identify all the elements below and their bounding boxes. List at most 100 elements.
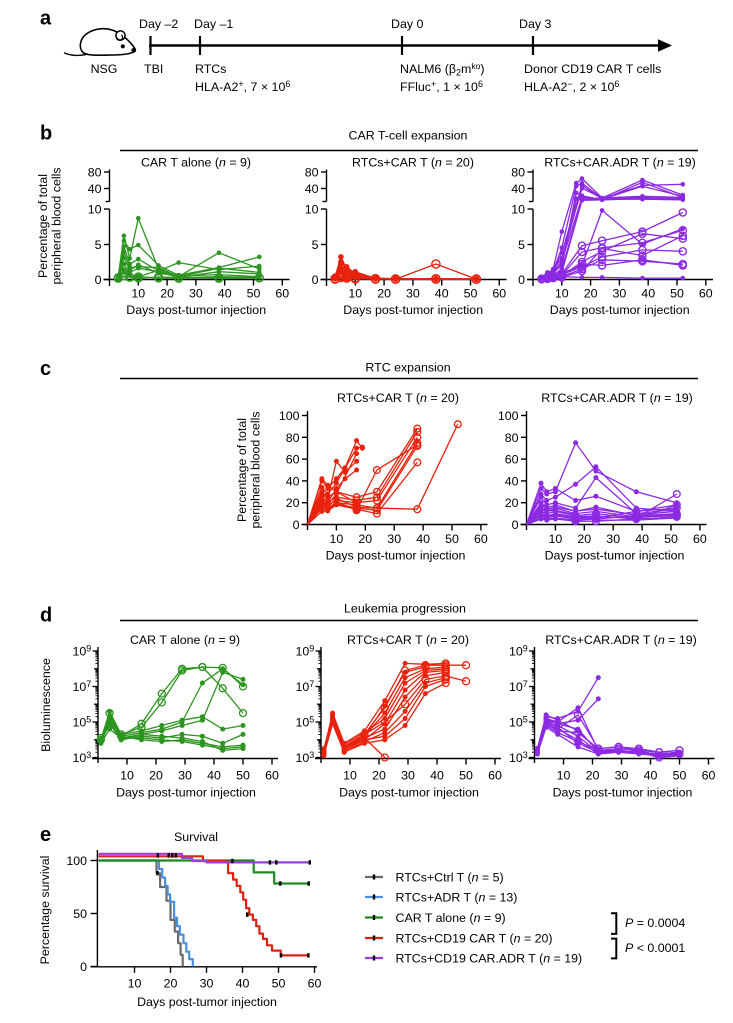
svg-text:CAR T alone (n = 9): CAR T alone (n = 9) bbox=[130, 633, 240, 647]
svg-text:40: 40 bbox=[430, 769, 444, 783]
svg-text:50: 50 bbox=[445, 532, 459, 546]
svg-text:109: 109 bbox=[296, 644, 315, 659]
svg-text:Days post-tumor injection: Days post-tumor injection bbox=[126, 303, 266, 317]
svg-text:50: 50 bbox=[247, 287, 261, 301]
svg-text:RTCs: RTCs bbox=[195, 62, 226, 76]
svg-text:20: 20 bbox=[160, 287, 174, 301]
svg-text:Days post-tumor injection: Days post-tumor injection bbox=[545, 549, 685, 563]
svg-text:40: 40 bbox=[236, 977, 250, 991]
svg-text:30: 30 bbox=[189, 287, 203, 301]
svg-text:107: 107 bbox=[509, 679, 528, 694]
svg-text:50: 50 bbox=[670, 287, 684, 301]
svg-text:CAR T-cell expansion: CAR T-cell expansion bbox=[349, 129, 468, 143]
svg-text:60: 60 bbox=[265, 769, 279, 783]
svg-text:0: 0 bbox=[95, 273, 102, 287]
svg-text:40: 40 bbox=[207, 769, 221, 783]
svg-text:30: 30 bbox=[613, 287, 627, 301]
svg-text:105: 105 bbox=[296, 715, 315, 730]
svg-text:Bioluminescence: Bioluminescence bbox=[39, 658, 53, 752]
svg-text:105: 105 bbox=[73, 715, 92, 730]
svg-text:107: 107 bbox=[73, 679, 92, 694]
svg-text:60: 60 bbox=[693, 532, 707, 546]
svg-text:60: 60 bbox=[474, 532, 488, 546]
svg-text:80: 80 bbox=[286, 431, 300, 445]
svg-text:80: 80 bbox=[305, 166, 319, 180]
svg-text:100: 100 bbox=[66, 854, 87, 868]
svg-text:NALM6 (β2mko): NALM6 (β2mko) bbox=[400, 61, 484, 78]
svg-text:5: 5 bbox=[95, 238, 102, 252]
svg-text:40: 40 bbox=[511, 182, 525, 196]
svg-text:60: 60 bbox=[699, 287, 713, 301]
svg-text:80: 80 bbox=[505, 431, 519, 445]
svg-text:100: 100 bbox=[498, 409, 519, 423]
svg-text:TBI: TBI bbox=[144, 62, 163, 76]
svg-text:Days post-tumor injection: Days post-tumor injection bbox=[137, 995, 277, 1009]
svg-text:0: 0 bbox=[80, 960, 87, 974]
svg-text:Survival: Survival bbox=[174, 830, 218, 844]
svg-text:RTCs+CAR T (n = 20): RTCs+CAR T (n = 20) bbox=[337, 391, 459, 405]
svg-text:0: 0 bbox=[512, 518, 519, 532]
svg-text:80: 80 bbox=[511, 166, 525, 180]
svg-text:RTCs+CAR T (n = 20): RTCs+CAR T (n = 20) bbox=[347, 633, 469, 647]
svg-text:20: 20 bbox=[358, 532, 372, 546]
svg-text:FFluc+, 1 × 106: FFluc+, 1 × 106 bbox=[400, 79, 483, 94]
svg-text:10: 10 bbox=[128, 977, 142, 991]
svg-text:RTCs+CD19 CAR.ADR T (n = 19): RTCs+CD19 CAR.ADR T (n = 19) bbox=[396, 952, 583, 966]
svg-text:5: 5 bbox=[518, 238, 525, 252]
svg-text:109: 109 bbox=[509, 644, 528, 659]
svg-text:100: 100 bbox=[279, 409, 300, 423]
svg-text:20: 20 bbox=[577, 532, 591, 546]
svg-text:Days post-tumor injection: Days post-tumor injection bbox=[343, 303, 483, 317]
svg-text:10: 10 bbox=[88, 203, 102, 217]
svg-text:0: 0 bbox=[293, 518, 300, 532]
svg-text:10: 10 bbox=[305, 203, 319, 217]
svg-text:Days post-tumor injection: Days post-tumor injection bbox=[550, 303, 690, 317]
svg-text:60: 60 bbox=[286, 453, 300, 467]
svg-text:40: 40 bbox=[641, 287, 655, 301]
svg-text:NSG: NSG bbox=[91, 62, 118, 76]
svg-text:Percentage survival: Percentage survival bbox=[38, 856, 52, 965]
svg-text:e: e bbox=[40, 824, 51, 846]
svg-text:RTCs+CD19 CAR T (n = 20): RTCs+CD19 CAR T (n = 20) bbox=[396, 932, 553, 946]
svg-text:Day –2: Day –2 bbox=[139, 17, 178, 31]
svg-text:P < 0.0001: P < 0.0001 bbox=[625, 941, 685, 955]
svg-text:RTCs+Ctrl T (n = 5): RTCs+Ctrl T (n = 5) bbox=[396, 871, 504, 885]
svg-text:50: 50 bbox=[459, 769, 473, 783]
svg-text:30: 30 bbox=[401, 769, 415, 783]
svg-text:Days post-tumor injection: Days post-tumor injection bbox=[116, 786, 256, 800]
svg-text:30: 30 bbox=[200, 977, 214, 991]
svg-text:60: 60 bbox=[308, 977, 322, 991]
svg-text:c: c bbox=[40, 358, 51, 380]
svg-text:Day 0: Day 0 bbox=[391, 17, 423, 31]
svg-text:80: 80 bbox=[88, 166, 102, 180]
svg-text:103: 103 bbox=[73, 750, 92, 765]
svg-text:50: 50 bbox=[664, 532, 678, 546]
svg-text:Days post-tumor injection: Days post-tumor injection bbox=[326, 549, 466, 563]
svg-text:40: 40 bbox=[435, 287, 449, 301]
svg-text:103: 103 bbox=[509, 750, 528, 765]
svg-text:60: 60 bbox=[275, 287, 289, 301]
svg-text:20: 20 bbox=[149, 769, 163, 783]
svg-text:Day –1: Day –1 bbox=[194, 17, 233, 31]
svg-text:10: 10 bbox=[348, 287, 362, 301]
svg-text:40: 40 bbox=[305, 182, 319, 196]
svg-text:5: 5 bbox=[312, 238, 319, 252]
svg-text:40: 40 bbox=[644, 769, 658, 783]
svg-text:30: 30 bbox=[606, 532, 620, 546]
svg-text:30: 30 bbox=[178, 769, 192, 783]
svg-text:109: 109 bbox=[73, 644, 92, 659]
svg-text:0: 0 bbox=[518, 273, 525, 287]
svg-text:RTCs+CAR.ADR T (n = 19): RTCs+CAR.ADR T (n = 19) bbox=[541, 391, 693, 405]
svg-text:CAR T alone (n = 9): CAR T alone (n = 9) bbox=[141, 155, 251, 169]
svg-text:107: 107 bbox=[296, 679, 315, 694]
svg-text:10: 10 bbox=[131, 287, 145, 301]
svg-text:10: 10 bbox=[343, 769, 357, 783]
svg-text:Donor CD19 CAR T cells: Donor CD19 CAR T cells bbox=[524, 62, 661, 76]
svg-text:60: 60 bbox=[702, 769, 716, 783]
svg-text:RTCs+CAR.ADR T (n = 19): RTCs+CAR.ADR T (n = 19) bbox=[544, 155, 696, 169]
svg-text:HLA-A2+, 7 × 106: HLA-A2+, 7 × 106 bbox=[195, 79, 290, 94]
svg-text:RTCs+ADR T (n = 13): RTCs+ADR T (n = 13) bbox=[396, 891, 518, 905]
svg-text:Leukemia progression: Leukemia progression bbox=[344, 602, 466, 616]
svg-text:20: 20 bbox=[377, 287, 391, 301]
svg-text:20: 20 bbox=[505, 496, 519, 510]
